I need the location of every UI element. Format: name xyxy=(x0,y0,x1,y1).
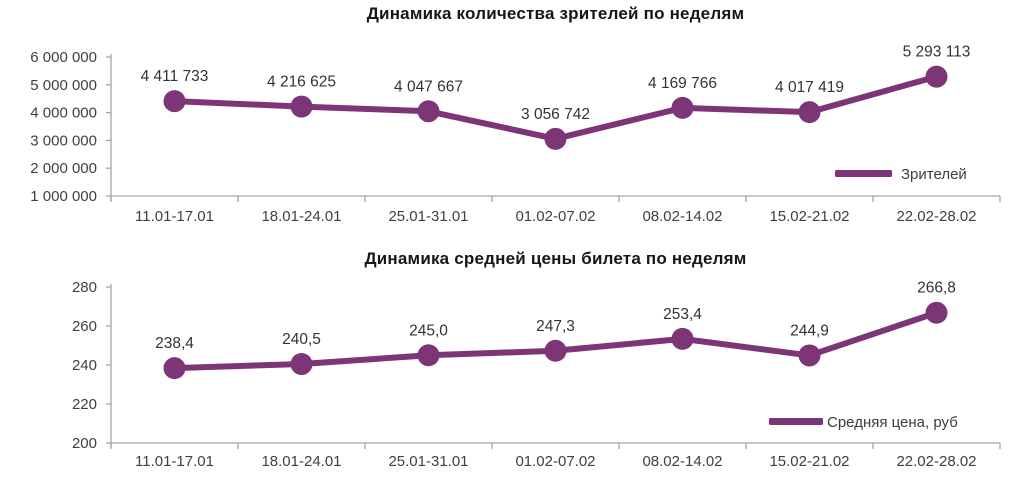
data-point-marker xyxy=(544,127,567,150)
y-axis-tick-label: 5 000 000 xyxy=(30,77,97,94)
x-axis-tick-label: 08.02-14.02 xyxy=(642,208,722,225)
data-point-label: 245,0 xyxy=(409,322,448,339)
data-point-marker xyxy=(290,353,313,376)
data-point-marker xyxy=(417,344,440,367)
data-point-label: 247,3 xyxy=(536,318,575,335)
data-point-marker xyxy=(417,100,440,123)
data-point-label: 3 056 742 xyxy=(521,106,590,123)
data-point-label: 4 411 733 xyxy=(141,68,209,85)
legend-swatch xyxy=(769,418,823,425)
y-axis-tick-label: 240 xyxy=(72,357,97,374)
legend-label: Средняя цена, руб xyxy=(827,414,958,431)
legend: Зрителей xyxy=(835,166,967,183)
data-point-label: 5 293 113 xyxy=(903,44,971,61)
y-axis-tick-label: 3 000 000 xyxy=(30,132,97,149)
chart-1: 6 000 000 5 000 000 4 000 000 3 000 000 2 00… xyxy=(30,44,1001,225)
y-axis-tick-label: 6 000 000 xyxy=(30,49,97,66)
data-point-label: 238,4 xyxy=(155,335,194,352)
x-axis-tick-label: 11.01-17.01 xyxy=(135,208,214,225)
legend-label: Зрителей xyxy=(901,166,967,183)
data-point-label: 253,4 xyxy=(663,306,702,323)
avg-price-chart-title: Динамика средней цены билета по неделям xyxy=(364,249,747,268)
data-point-marker xyxy=(290,95,313,118)
y-axis-tick-label: 4 000 000 xyxy=(30,105,97,122)
data-point-label: 266,8 xyxy=(917,280,956,297)
data-point-marker xyxy=(925,65,948,88)
data-point-marker xyxy=(163,357,186,380)
x-axis-tick-label: 15.02-21.02 xyxy=(769,453,849,470)
viewers-chart-title: Динамика количества зрителей по неделям xyxy=(366,4,745,23)
x-axis-tick-label: 22.02-28.02 xyxy=(896,208,976,225)
data-point-label: 240,5 xyxy=(282,331,321,348)
x-axis-tick-label: 18.01-24.01 xyxy=(261,208,341,225)
y-axis-tick-label: 2 000 000 xyxy=(30,160,97,177)
x-axis-tick-label: 18.01-24.01 xyxy=(261,453,341,470)
x-axis-tick-label: 15.02-21.02 xyxy=(769,208,849,225)
y-axis-tick-label: 1 000 000 xyxy=(30,188,97,205)
data-point-marker xyxy=(925,301,948,324)
legend: Средняя цена, руб xyxy=(769,414,958,431)
y-axis-tick-label: 280 xyxy=(72,279,97,296)
x-axis-tick-label: 25.01-31.01 xyxy=(388,208,468,225)
x-axis-tick-label: 11.01-17.01 xyxy=(135,453,214,470)
x-axis-tick-label: 01.02-07.02 xyxy=(515,453,595,470)
y-axis-tick-label: 220 xyxy=(72,396,97,413)
data-point-label: 4 216 625 xyxy=(267,74,336,91)
x-axis-tick-label: 08.02-14.02 xyxy=(642,453,722,470)
data-point-label: 4 169 766 xyxy=(648,75,717,92)
x-axis-tick-label: 01.02-07.02 xyxy=(515,208,595,225)
y-axis-tick-label: 200 xyxy=(72,435,97,452)
data-point-marker xyxy=(163,90,186,113)
data-point-marker xyxy=(798,344,821,367)
x-axis-tick-label: 22.02-28.02 xyxy=(896,453,976,470)
x-axis-tick-label: 25.01-31.01 xyxy=(388,453,468,470)
data-point-marker xyxy=(798,101,821,124)
chart-2: 280 260 240 220 200 11.01-17.01 18.01-24.01 25.… xyxy=(72,279,1001,470)
data-point-marker xyxy=(671,327,694,350)
legend-swatch xyxy=(835,170,892,177)
data-point-label: 4 047 667 xyxy=(394,78,463,95)
data-point-marker xyxy=(671,96,694,119)
data-point-marker xyxy=(544,339,567,362)
data-point-label: 4 017 419 xyxy=(775,79,844,96)
y-axis-tick-label: 260 xyxy=(72,318,97,335)
data-point-label: 244,9 xyxy=(790,322,829,339)
